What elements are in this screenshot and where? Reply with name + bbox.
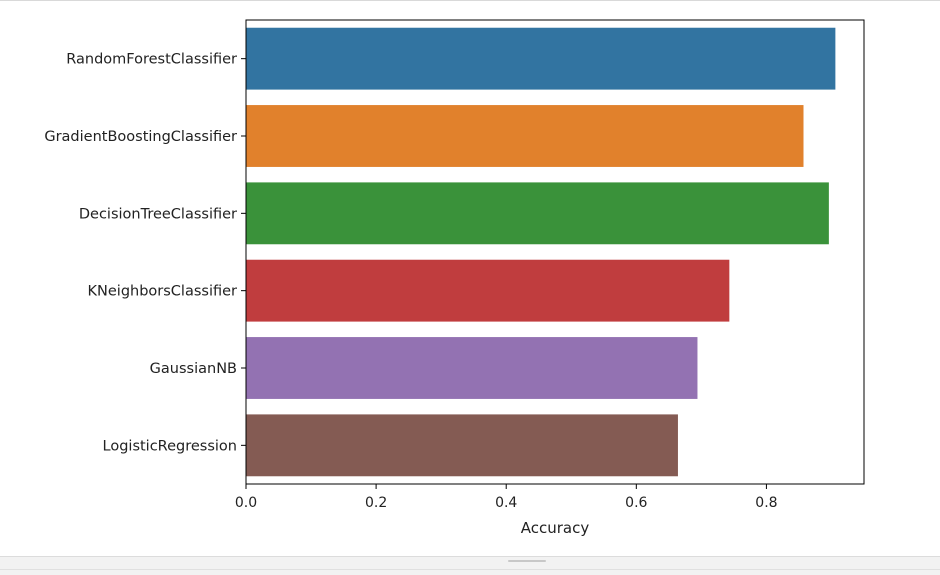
bar-logisticregression [246,414,678,477]
resize-handle[interactable] [508,560,546,562]
output-footer-bar [0,556,940,575]
x-tick-label: 0.2 [365,495,387,511]
x-tick-label: 0.8 [755,495,777,511]
y-tick-label: LogisticRegression [103,438,237,454]
x-axis-title: Accuracy [521,519,590,537]
x-tick-labels: 0.0 0.2 0.4 0.6 0.8 [235,484,778,511]
x-tick-label: 0.0 [235,495,257,511]
x-tick-label: 0.4 [495,495,517,511]
bars-group [246,27,836,477]
bar-kneighborsclassifier [246,259,730,322]
plot-frame [245,19,865,485]
y-tick-label: DecisionTreeClassifier [79,206,237,222]
accuracy-bar-chart: RandomForestClassifier GradientBoostingCl… [44,19,865,537]
bar-gradientboostingclassifier [246,105,804,167]
y-tick-label: KNeighborsClassifier [88,284,238,300]
bar-gaussiannb [246,337,698,399]
bar-randomforestclassifier [246,27,836,90]
cell-top-border [0,0,940,1]
y-tick-label: GaussianNB [150,361,237,377]
footer-divider [0,569,940,570]
y-tick-label: GradientBoostingClassifier [44,129,237,145]
x-tick-label: 0.6 [625,495,647,511]
bar-decisiontreeclassifier [246,182,829,245]
y-tick-labels: RandomForestClassifier GradientBoostingCl… [44,52,246,454]
y-tick-label: RandomForestClassifier [66,52,237,68]
